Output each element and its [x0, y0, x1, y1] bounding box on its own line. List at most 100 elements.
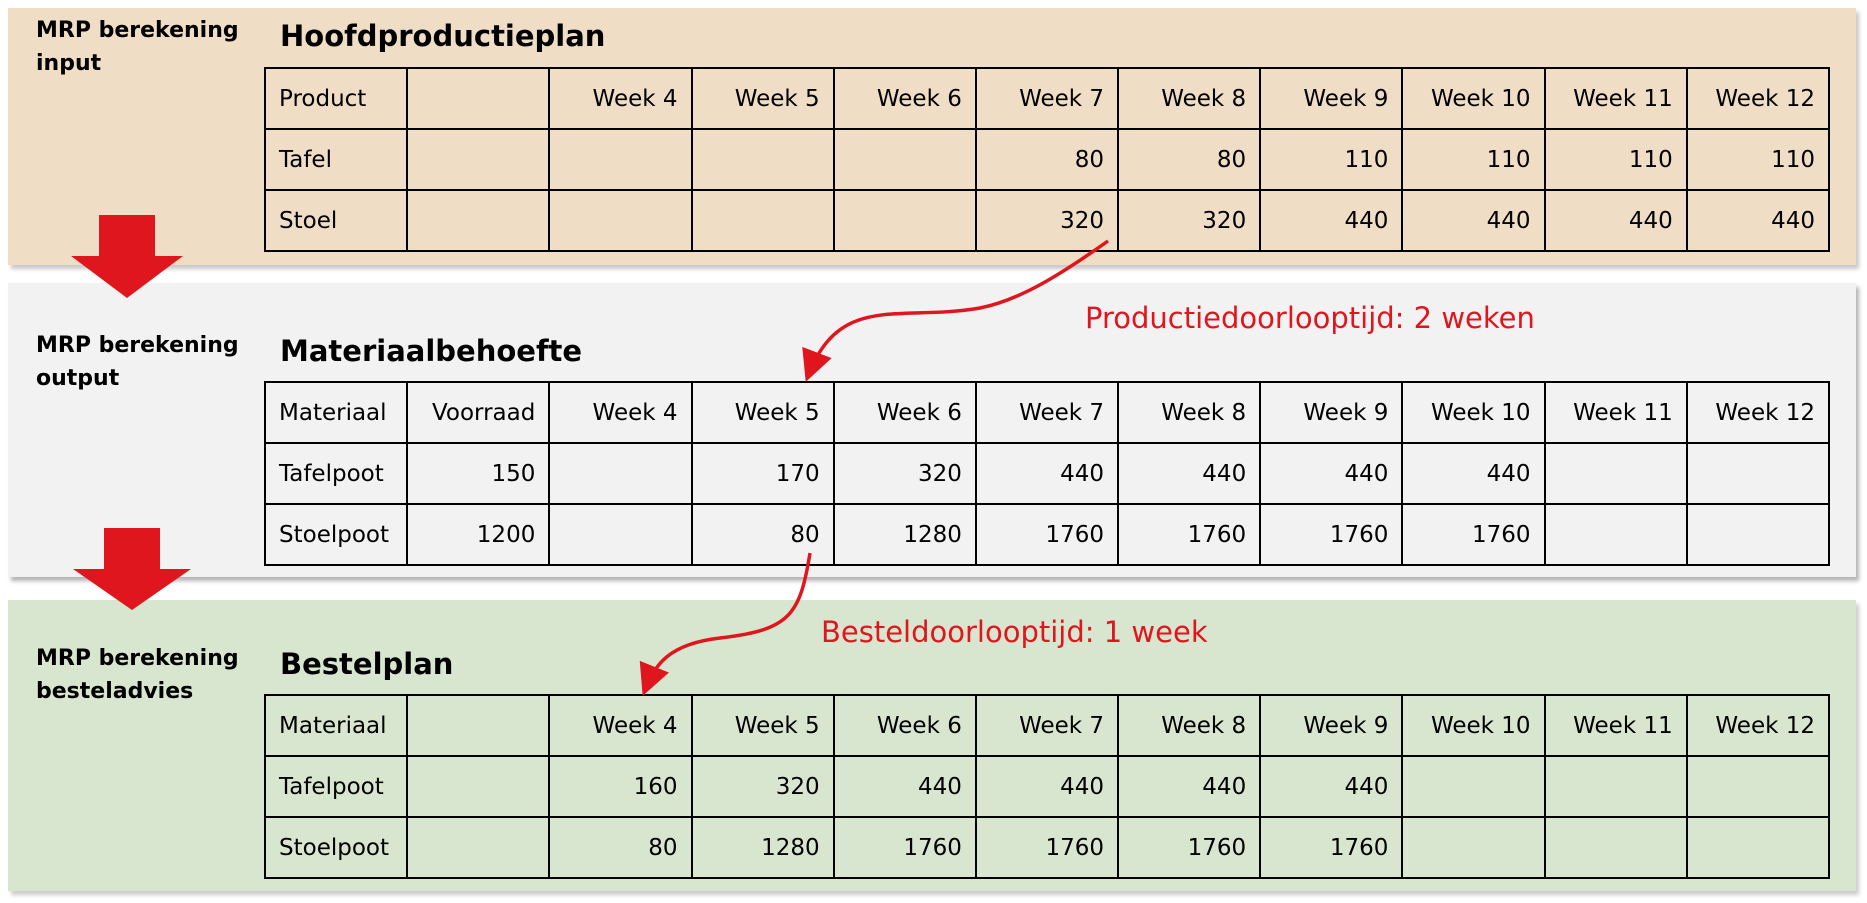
table-cell: Stoelpoot	[263, 503, 409, 566]
table-cell: 1760	[1401, 503, 1546, 566]
table-header-cell: Week 4	[548, 67, 693, 130]
table-header-cell: Week 4	[548, 694, 693, 757]
table-row: Stoelpoot 1200 80 1280 1760 1760 1760 1760	[263, 503, 1831, 566]
table-cell: 440	[1685, 189, 1831, 252]
table-cell: 440	[974, 442, 1120, 505]
table-header-cell: Week 4	[548, 381, 693, 444]
table-header-cell: Week 10	[1401, 381, 1546, 444]
table-header-cell: Week 5	[690, 694, 835, 757]
table-header-cell: Week 10	[1401, 694, 1546, 757]
table-cell	[406, 755, 551, 818]
table-cell: Stoel	[263, 189, 409, 252]
table-cell	[1543, 755, 1688, 818]
table-cell: 440	[974, 755, 1120, 818]
table-header-cell: Materiaal	[263, 694, 409, 757]
table-header-cell: Week 11	[1543, 694, 1688, 757]
besteldoorlooptijd-annotation: Besteldoorlooptijd: 1 week	[821, 615, 1208, 649]
table-header-cell: Week 7	[974, 694, 1120, 757]
table-cell	[690, 189, 835, 252]
table-cell: 320	[974, 189, 1120, 252]
materiaalbehoefte-table: Materiaal Voorraad Week 4 Week 5 Week 6 Week …	[263, 381, 1831, 566]
table-cell	[406, 128, 551, 191]
output-side-label: MRP berekening output	[36, 333, 239, 391]
table-cell	[1685, 755, 1831, 818]
table-cell	[1685, 442, 1831, 505]
table-header-cell: Week 6	[832, 694, 977, 757]
table-header-row: Materiaal Voorraad Week 4 Week 5 Week 6 Week …	[263, 381, 1831, 444]
table-cell: 160	[548, 755, 693, 818]
productiedoorlooptijd-connector	[802, 239, 1110, 382]
table-cell: 1760	[1259, 816, 1404, 879]
table-row: Tafel 80 80 110 110 110 110	[263, 128, 1831, 191]
table-cell	[548, 442, 693, 505]
table-cell	[1543, 503, 1688, 566]
table-cell: Tafelpoot	[263, 442, 409, 505]
table-cell: 80	[548, 816, 693, 879]
table-cell	[548, 128, 693, 191]
table-cell: 1760	[974, 503, 1120, 566]
table-header-cell: Week 11	[1543, 381, 1688, 444]
table-header-cell: Week 8	[1117, 694, 1262, 757]
table-cell	[1543, 816, 1688, 879]
table-header-cell: Week 7	[974, 381, 1120, 444]
table-header-cell: Week 9	[1259, 381, 1404, 444]
table-cell	[832, 128, 977, 191]
table-cell: Tafelpoot	[263, 755, 409, 818]
table-cell: 440	[1543, 189, 1688, 252]
table-cell: 320	[1117, 189, 1262, 252]
table-cell: 170	[690, 442, 835, 505]
table-cell	[1543, 442, 1688, 505]
table-cell: 320	[690, 755, 835, 818]
table-header-row: Product Week 4 Week 5 Week 6 Week 7 Week 8 Wee…	[263, 67, 1831, 130]
table-cell	[548, 503, 693, 566]
table-cell: Stoelpoot	[263, 816, 409, 879]
table-header-cell: Week 6	[832, 67, 977, 130]
table-header-cell: Week 12	[1685, 694, 1831, 757]
table-header-cell: Week 5	[690, 381, 835, 444]
table-cell: 440	[1117, 442, 1262, 505]
table-cell: 320	[832, 442, 977, 505]
table-cell: 440	[1259, 755, 1404, 818]
table-cell: 80	[974, 128, 1120, 191]
table-cell: Tafel	[263, 128, 409, 191]
table-cell: 80	[1117, 128, 1262, 191]
table-cell: 1760	[832, 816, 977, 879]
table-cell: 1760	[1259, 503, 1404, 566]
table-header-cell: Week 7	[974, 67, 1120, 130]
down-arrow-icon	[71, 215, 183, 298]
table-cell: 110	[1259, 128, 1404, 191]
table-header-cell: Week 9	[1259, 694, 1404, 757]
table-header-cell: Week 8	[1117, 381, 1262, 444]
table-cell	[1685, 816, 1831, 879]
table-row: Stoel 320 320 440 440 440 440	[263, 189, 1831, 252]
hoofdproductieplan-title: Hoofdproductieplan	[280, 19, 606, 53]
hoofdproductieplan-table: Product Week 4 Week 5 Week 6 Week 7 Week 8 Wee…	[263, 67, 1831, 252]
table-header-cell: Week 8	[1117, 67, 1262, 130]
table-cell: 110	[1543, 128, 1688, 191]
table-header-cell: Week 12	[1685, 67, 1831, 130]
table-cell: 440	[832, 755, 977, 818]
materiaalbehoefte-title: Materiaalbehoefte	[280, 334, 583, 368]
table-cell: 1280	[690, 816, 835, 879]
table-header-cell: Materiaal	[263, 381, 409, 444]
table-row: Stoelpoot 80 1280 1760 1760 1760 1760	[263, 816, 1831, 879]
table-header-cell: Week 9	[1259, 67, 1404, 130]
table-header-cell: Week 6	[832, 381, 977, 444]
table-cell	[406, 816, 551, 879]
bestelplan-title: Bestelplan	[280, 647, 454, 681]
table-header-cell: Product	[263, 67, 409, 130]
table-cell: 1760	[1117, 503, 1262, 566]
table-cell	[548, 189, 693, 252]
table-cell: 1760	[1117, 816, 1262, 879]
table-cell: 1760	[974, 816, 1120, 879]
table-cell: 110	[1401, 128, 1546, 191]
productiedoorlooptijd-annotation: Productiedoorlooptijd: 2 weken	[1085, 301, 1535, 335]
table-cell: 440	[1401, 189, 1546, 252]
table-cell: 440	[1259, 189, 1404, 252]
table-cell: 440	[1117, 755, 1262, 818]
table-cell: 110	[1685, 128, 1831, 191]
table-row: Tafelpoot 150 170 320 440 440 440 440	[263, 442, 1831, 505]
